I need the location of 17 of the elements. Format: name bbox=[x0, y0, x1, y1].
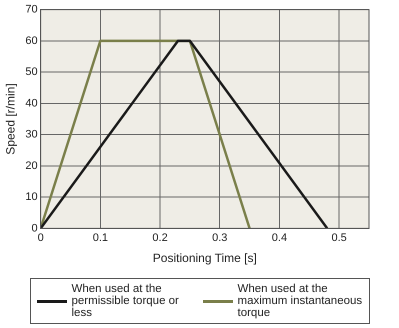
legend-label: When used at the maximum instantaneous torque bbox=[238, 283, 362, 319]
x-tick-label: 0.3 bbox=[212, 232, 228, 244]
x-tick-label: 0.1 bbox=[92, 232, 108, 244]
x-axis-title: Positioning Time [s] bbox=[152, 251, 257, 266]
x-tick-label: 0.2 bbox=[152, 232, 168, 244]
y-tick-label: 50 bbox=[25, 66, 38, 78]
y-tick-label: 30 bbox=[25, 128, 38, 141]
y-tick-label: 20 bbox=[25, 160, 38, 172]
legend-label: When used at the permissible torque or less bbox=[72, 283, 180, 319]
y-tick-label: 10 bbox=[25, 191, 38, 204]
y-axis-title: Speed [r/min] bbox=[4, 83, 18, 155]
y-tick-label: 40 bbox=[25, 97, 38, 110]
y-tick-label: 60 bbox=[25, 34, 38, 47]
x-tick-label: 0.5 bbox=[332, 232, 347, 244]
y-tick-label: 70 bbox=[25, 4, 38, 16]
x-tick-label: 0.4 bbox=[272, 232, 288, 244]
y-tick-label: 0 bbox=[32, 222, 38, 234]
